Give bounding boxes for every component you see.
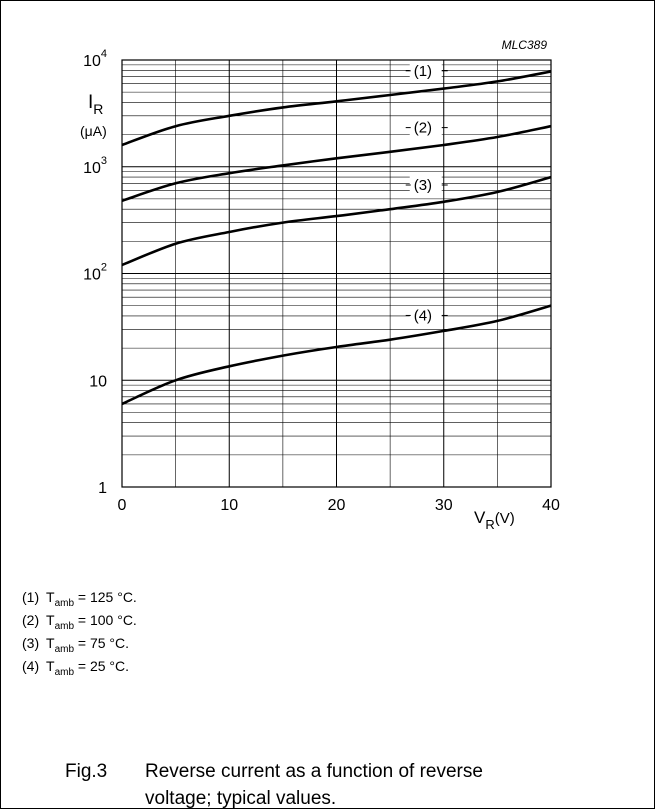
figure-caption: Fig.3 Reverse current as a function of r… xyxy=(65,758,483,809)
x-tick-label: 20 xyxy=(328,497,346,514)
curve-label-2: (2) xyxy=(414,120,432,137)
legend-text: = 25 °C. xyxy=(74,658,130,674)
plot-area xyxy=(121,59,552,488)
legend-symbol: T xyxy=(46,589,55,605)
curve-labels: (1) (2) (3) (4) xyxy=(405,61,448,325)
y-tick-label: 10 xyxy=(89,373,107,390)
curve-label-3: (3) xyxy=(414,177,432,194)
legend-symbol: T xyxy=(46,635,55,651)
curve-label-bg xyxy=(409,61,442,80)
x-axis-label: VR(V) xyxy=(474,508,515,532)
y-tick-label: 1 xyxy=(98,480,107,497)
curve-3 xyxy=(121,175,552,267)
figure-number: Fig.3 xyxy=(65,761,108,782)
legend-subscript: amb xyxy=(54,620,75,632)
legend-item: (1) Tamb = 125 °C. xyxy=(22,588,137,613)
caption-text: Reverse current as a function of reverse… xyxy=(145,761,483,809)
legend-subscript: amb xyxy=(54,666,75,678)
legend-item: (2) Tamb = 100 °C. xyxy=(22,611,137,636)
curve-label-4: (4) xyxy=(414,307,432,324)
legend-text: = 75 °C. xyxy=(74,635,130,651)
curves xyxy=(121,70,552,406)
legend-subscript: amb xyxy=(54,597,75,609)
y-tick-label: 102 xyxy=(83,262,107,284)
curve-label-1: (1) xyxy=(414,63,432,80)
y-axis-unit: (μA) xyxy=(80,123,107,139)
curve-label-bg xyxy=(409,176,442,195)
curve-1 xyxy=(121,70,552,147)
chart: (1) (2) (3) (4) 1 10 102 103 104 0 10 20 30 40 MLC3… xyxy=(80,38,560,532)
legend-text: = 100 °C. xyxy=(74,612,137,628)
y-tick-label: 103 xyxy=(83,155,107,177)
y-tick-labels: 1 10 102 103 104 xyxy=(83,48,107,497)
legend-number: (3) xyxy=(22,635,40,651)
x-tick-label: 10 xyxy=(220,497,238,514)
y-axis-label: IR xyxy=(88,92,103,117)
curve-2 xyxy=(121,124,552,203)
legend-item: (4) Tamb = 25 °C. xyxy=(22,657,129,682)
legend-symbol: T xyxy=(46,612,55,628)
x-tick-label: 40 xyxy=(542,497,560,514)
legend-number: (4) xyxy=(22,658,40,674)
x-tick-labels: 0 10 20 30 40 xyxy=(118,497,560,514)
curve-label-bg xyxy=(409,118,442,137)
legend-number: (1) xyxy=(22,589,40,605)
x-tick-label: 0 xyxy=(118,497,127,514)
figure-code: MLC389 xyxy=(502,38,548,52)
curve-4 xyxy=(121,304,552,406)
legend-subscript: amb xyxy=(54,643,75,655)
legend-symbol: T xyxy=(46,658,55,674)
legend-text: = 125 °C. xyxy=(74,589,137,605)
legend-item: (3) Tamb = 75 °C. xyxy=(22,634,129,659)
x-tick-label: 30 xyxy=(435,497,453,514)
legend-number: (2) xyxy=(22,612,40,628)
y-tick-label: 104 xyxy=(83,48,107,70)
curve-label-bg xyxy=(409,306,442,325)
